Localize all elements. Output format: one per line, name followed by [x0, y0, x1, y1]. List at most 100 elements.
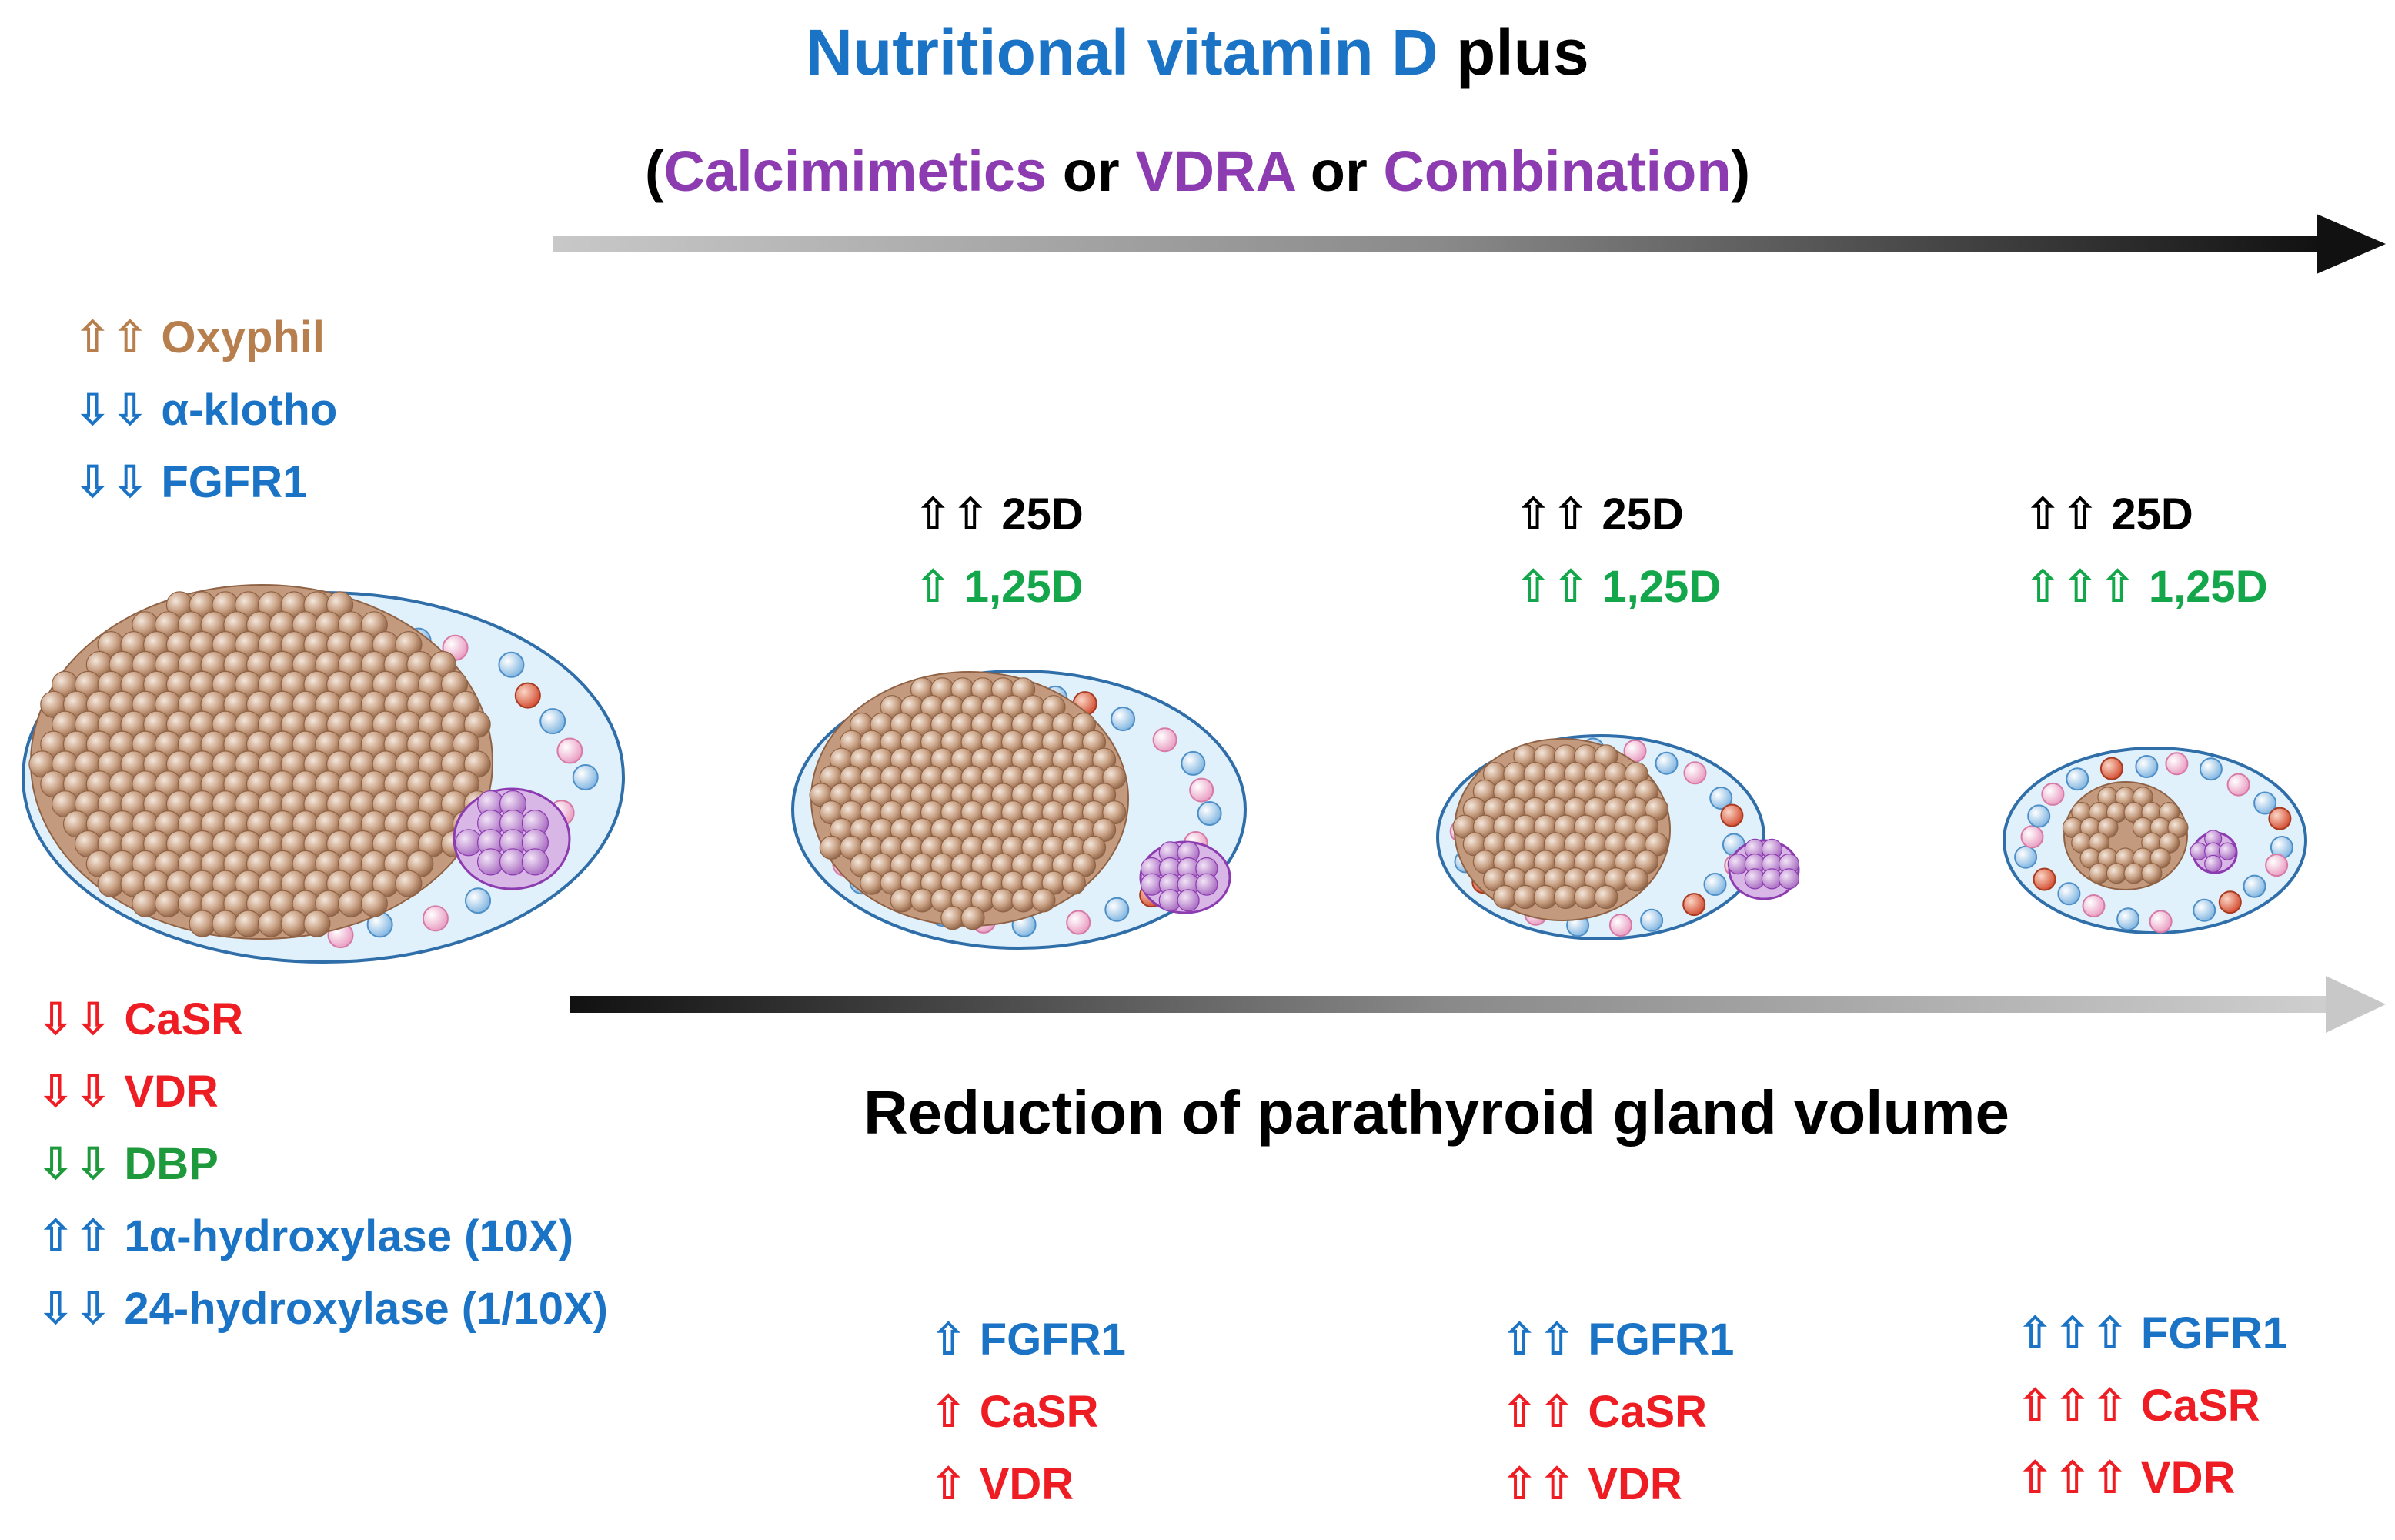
gland-baseline: [22, 584, 625, 964]
stage-2-125d: ⇧⇧ 1,25D: [1515, 565, 1721, 637]
cell-pink: [2041, 782, 2065, 806]
cell-blue: [2199, 757, 2223, 781]
treatment-arrow-shaft: [553, 236, 2323, 252]
arrow-up-icon: ⇧⇧⇧: [2016, 1453, 2129, 1503]
subtitle-or-2: or: [1294, 139, 1384, 203]
stage-3-receptors: ⇧⇧⇧ FGFR1 ⇧⇧⇧ CaSR ⇧⇧⇧ VDR: [2016, 1311, 2287, 1528]
marker-label: 25D: [1001, 489, 1084, 540]
marker-casr: ⇩⇩ CaSR: [37, 997, 608, 1070]
marker-label: FGFR1: [979, 1315, 1126, 1365]
left-top-markers: ⇧⇧ Oxyphil ⇩⇩ α-klotho ⇩⇩ FGFR1: [74, 316, 337, 533]
marker-dbp: ⇩⇩ DBP: [37, 1142, 608, 1214]
volume-arrow-shaft: [570, 996, 2332, 1013]
marker-label: α-klotho: [161, 385, 338, 435]
arrow-up-icon: ⇧⇧⇧: [2016, 1308, 2129, 1358]
stage-2-vitamin-levels: ⇧⇧ 25D ⇧⇧ 1,25D: [1515, 493, 1721, 637]
left-bottom-markers: ⇩⇩ CaSR ⇩⇩ VDR ⇩⇩ DBP ⇧⇧ 1α-hydroxylase …: [37, 997, 608, 1359]
cell-blue: [1181, 750, 1206, 776]
arrow-up-icon: ⇧: [930, 1387, 967, 1437]
stage-3-fgfr1: ⇧⇧⇧ FGFR1: [2016, 1311, 2287, 1384]
marker-24-hydroxylase: ⇩⇩ 24-hydroxylase (1/10X): [37, 1287, 608, 1359]
subtitle-calcimimetics: Calcimimetics: [663, 139, 1047, 203]
stage-1-vdr: ⇧ VDR: [930, 1462, 1126, 1535]
marker-label: CaSR: [2140, 1381, 2260, 1431]
marker-label: 25D: [1602, 489, 1684, 540]
marker-label: FGFR1: [161, 457, 308, 507]
cell-pink: [1683, 761, 1707, 785]
marker-fgfr1: ⇩⇩ FGFR1: [74, 460, 337, 533]
arrow-up-icon: ⇧⇧: [1501, 1459, 1576, 1509]
cell-pink: [1189, 777, 1214, 803]
cell-red: [2099, 757, 2123, 780]
cell-blue: [2014, 845, 2038, 869]
cell-blue: [2066, 767, 2089, 791]
marker-oxyphil: ⇧⇧ Oxyphil: [74, 316, 337, 388]
stage-1-fgfr1: ⇧ FGFR1: [930, 1318, 1126, 1390]
stage-1-25d: ⇧⇧ 25D: [914, 493, 1084, 565]
cell-red: [1682, 893, 1706, 917]
arrow-up-icon: ⇧⇧: [1501, 1387, 1576, 1437]
cell-pink: [556, 737, 583, 764]
arrow-up-icon: ⇧⇧: [1515, 562, 1590, 612]
cell-blue: [1709, 787, 1733, 810]
gland-stage-2: [1436, 734, 1800, 940]
gland-stage-1: [791, 670, 1247, 950]
subtitle-paren-open: (: [644, 139, 664, 203]
cell-blue: [1104, 897, 1130, 922]
title-plus: plus: [1438, 16, 1589, 89]
arrow-down-icon: ⇩⇩: [37, 1139, 112, 1189]
arrow-up-icon: ⇧⇧: [37, 1211, 112, 1261]
subtitle-paren-close: ): [1731, 139, 1751, 203]
stage-3-125d: ⇧⇧⇧ 1,25D: [2024, 565, 2268, 637]
arrow-down-icon: ⇩⇩: [37, 994, 112, 1044]
treatment-arrow-head: [2317, 214, 2386, 274]
cell-blue: [539, 708, 566, 735]
cell-pink: [1066, 910, 1091, 935]
marker-label: 1,25D: [2148, 562, 2268, 612]
marker-label: 25D: [2111, 489, 2193, 540]
marker-label: 1α-hydroxylase (10X): [124, 1211, 574, 1261]
marker-label: 1,25D: [1602, 562, 1722, 612]
cell-blue: [1111, 707, 1136, 732]
cell-red: [1720, 803, 1744, 827]
cell-blue: [1655, 751, 1679, 775]
marker-label: CaSR: [979, 1387, 1099, 1437]
cell-pink: [1608, 914, 1632, 937]
arrow-down-icon: ⇩⇩: [37, 1284, 112, 1334]
stage-1-receptors: ⇧ FGFR1 ⇧ CaSR ⇧ VDR: [930, 1318, 1126, 1535]
marker-1a-hydroxylase: ⇧⇧ 1α-hydroxylase (10X): [37, 1214, 608, 1287]
cell-pink: [2265, 854, 2289, 877]
stage-2-fgfr1: ⇧⇧ FGFR1: [1501, 1318, 1734, 1390]
cell-blue: [2057, 882, 2081, 906]
treatment-arrow: [553, 214, 2386, 274]
cell-blue: [572, 764, 599, 790]
marker-label: CaSR: [124, 994, 244, 1044]
gland-stage-3: [2003, 747, 2307, 934]
cell-pink: [2165, 752, 2189, 776]
subtitle-combination: Combination: [1383, 139, 1732, 203]
subtitle-or-1: or: [1047, 139, 1136, 203]
marker-label: VDR: [124, 1067, 219, 1117]
cell-red: [2033, 867, 2056, 891]
marker-label: DBP: [124, 1139, 219, 1189]
arrow-up-icon: ⇧⇧: [914, 489, 990, 540]
arrow-up-icon: ⇧⇧: [1515, 489, 1590, 540]
stage-3-casr: ⇧⇧⇧ CaSR: [2016, 1384, 2287, 1456]
cell-blue: [465, 887, 491, 914]
arrow-up-icon: ⇧: [930, 1459, 967, 1509]
cell-pink: [2226, 773, 2250, 797]
marker-label: CaSR: [1588, 1387, 1708, 1437]
page-title: Nutritional vitamin D plus: [0, 15, 2395, 90]
arrow-up-icon: ⇧: [914, 562, 952, 612]
arrow-up-icon: ⇧⇧: [74, 312, 149, 362]
arrow-up-icon: ⇧⇧: [1501, 1315, 1576, 1365]
arrow-up-icon: ⇧⇧⇧: [2016, 1381, 2129, 1431]
title-nutritional-vitamin-d: Nutritional vitamin D: [806, 16, 1438, 89]
arrow-down-icon: ⇩⇩: [74, 385, 149, 435]
stage-1-125d: ⇧ 1,25D: [914, 565, 1084, 637]
cell-blue: [2243, 874, 2266, 898]
stage-3-vitamin-levels: ⇧⇧ 25D ⇧⇧⇧ 1,25D: [2024, 493, 2268, 637]
volume-reduction-arrow: [570, 976, 2386, 1033]
stage-2-casr: ⇧⇧ CaSR: [1501, 1390, 1734, 1462]
cell-pink: [2020, 825, 2044, 849]
